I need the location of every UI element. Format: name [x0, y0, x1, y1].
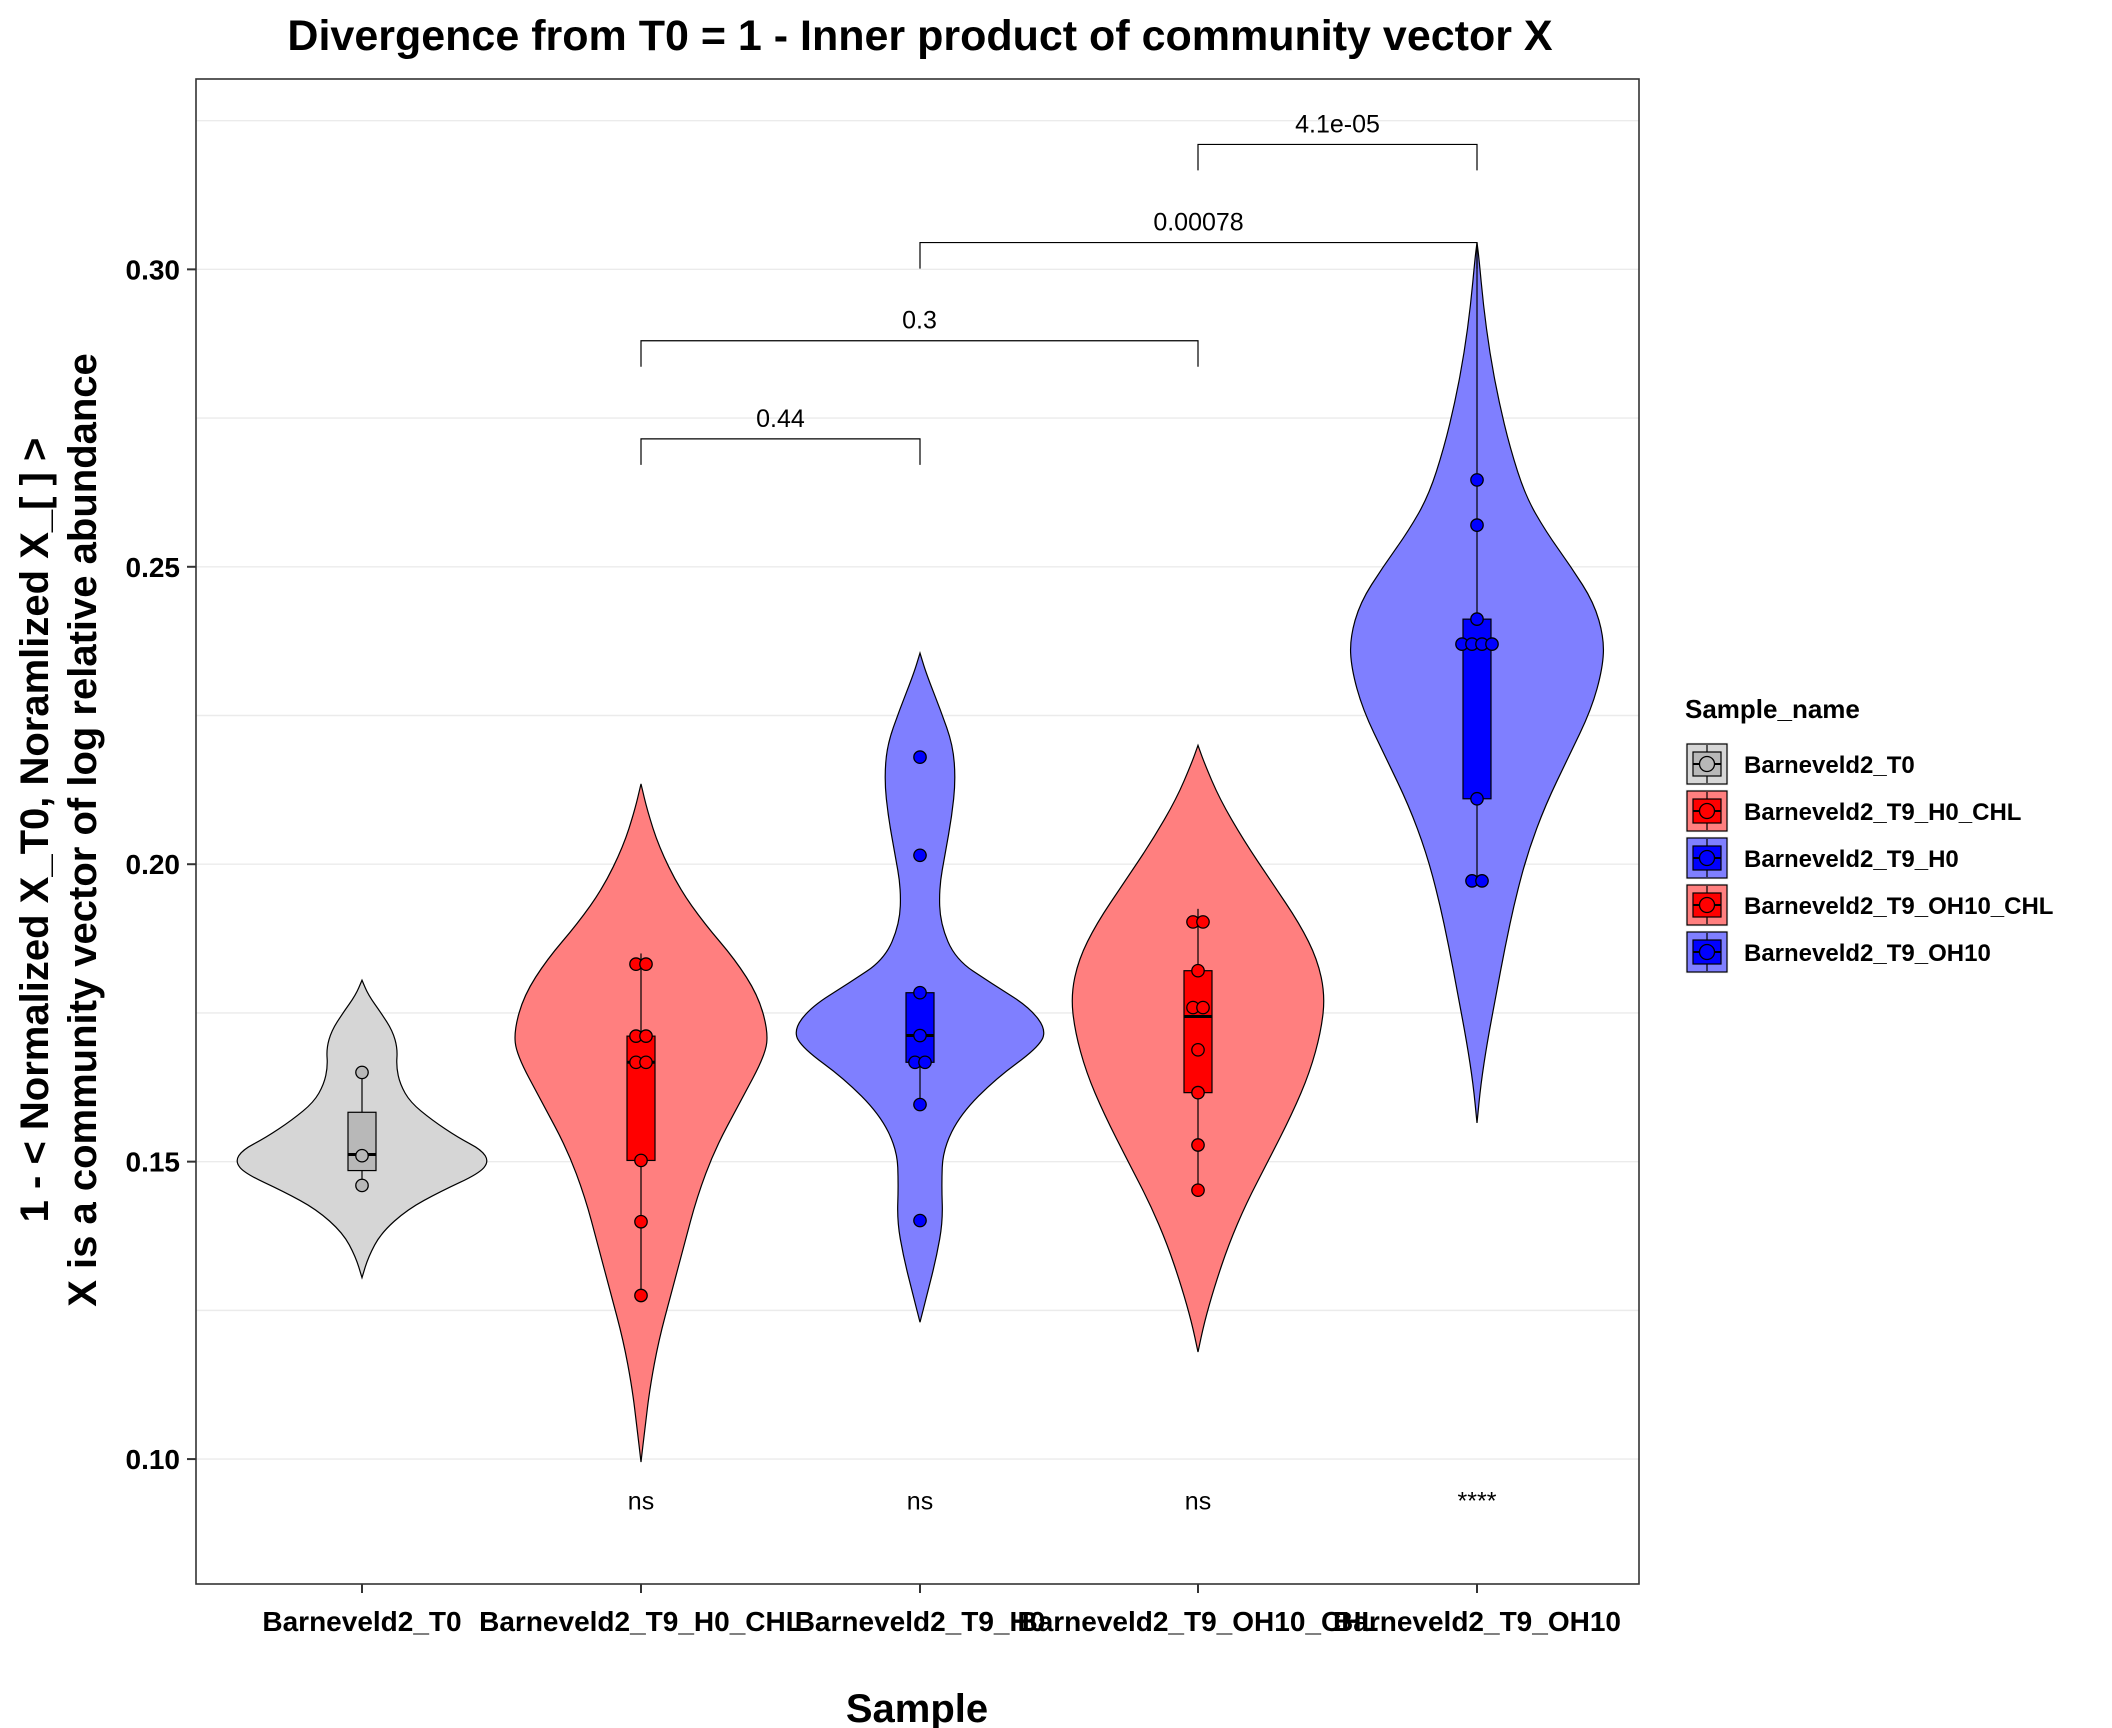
data-point — [639, 1055, 653, 1070]
data-point — [1485, 637, 1499, 651]
data-point — [355, 1178, 369, 1193]
chart-title: Divergence from T0 = 1 - Inner product o… — [287, 12, 1553, 60]
significance-label: ns — [628, 1488, 654, 1516]
x-axis-title: Sample — [846, 1687, 988, 1728]
legend-label: Barneveld2_T9_OH10_CHL — [1744, 893, 2053, 920]
legend-label: Barneveld2_T9_H0 — [1744, 846, 1959, 873]
plot-panel — [195, 78, 1640, 1585]
comparison-bracket — [640, 340, 1199, 367]
data-point — [1191, 1042, 1205, 1057]
comparison-brackets: 0.44 0.3 0.00078 4.1e-05 — [640, 110, 1478, 465]
legend-key-point — [1698, 802, 1716, 820]
data-point — [1470, 473, 1484, 487]
comparison-bracket — [1197, 143, 1478, 171]
y-tick-label: 0.25 — [126, 552, 181, 583]
data-point — [1191, 963, 1205, 978]
data-point — [913, 1213, 927, 1228]
box-Barneveld2_T9_OH10_CHL — [1183, 970, 1213, 1094]
significance-labels: ns ns ns **** — [628, 1488, 1497, 1516]
legend-label: Barneveld2_T0 — [1744, 752, 1915, 779]
legend-item: Barneveld2_T9_H0_CHL — [1684, 788, 2021, 834]
data-point — [639, 1029, 653, 1043]
y-axis: 0.10 0.15 0.20 0.25 0.30 — [126, 254, 196, 1475]
comparison-pvalue: 0.3 — [902, 307, 937, 335]
legend-item: Barneveld2_T9_OH10_CHL — [1684, 882, 2053, 928]
data-point — [1196, 915, 1210, 929]
legend-key-point — [1698, 755, 1716, 773]
data-point — [913, 750, 927, 764]
box-Barneveld2_T9_H0 — [905, 992, 935, 1063]
data-point — [1470, 518, 1484, 532]
box-Barneveld2_T9_H0_CHL — [626, 1035, 656, 1162]
y-tick-label: 0.30 — [126, 254, 181, 285]
comparison-bracket — [640, 438, 921, 465]
comparison-pvalue: 0.44 — [756, 405, 805, 433]
data-point — [355, 1148, 369, 1163]
data-point — [634, 1153, 648, 1168]
data-points — [355, 473, 1499, 1303]
legend-label: Barneveld2_T9_OH10 — [1744, 940, 1991, 967]
y-axis-title-line2: X is a community vector of log relative … — [61, 353, 105, 1307]
comparison-pvalue: 4.1e-05 — [1295, 110, 1380, 138]
data-point — [913, 1028, 927, 1043]
legend-title: Sample_name — [1685, 694, 1860, 724]
comparison-pvalue: 0.00078 — [1153, 209, 1243, 237]
data-point — [1191, 1085, 1205, 1100]
legend: Sample_name Barneveld2_T0 Barneveld2_T9_H… — [1684, 694, 2053, 975]
data-point — [1191, 1138, 1205, 1152]
data-point — [1470, 791, 1484, 806]
data-point — [1470, 612, 1484, 626]
legend-key-point — [1698, 849, 1716, 867]
y-tick-label: 0.10 — [126, 1444, 181, 1475]
data-point — [918, 1055, 932, 1070]
x-tick-label: Barneveld2_T0 — [262, 1606, 461, 1637]
legend-item: Barneveld2_T9_OH10 — [1684, 929, 1991, 975]
y-axis-title-line1: 1 - < Normalized X_T0, Noramlized X_[ ] … — [13, 438, 57, 1223]
data-point — [1475, 874, 1489, 888]
x-tick-label: Barneveld2_T9_H0_CHL — [479, 1606, 803, 1637]
data-point — [634, 1214, 648, 1229]
data-point — [1191, 1183, 1205, 1198]
data-point — [913, 985, 927, 1000]
legend-key-point — [1698, 896, 1716, 914]
data-point — [639, 957, 653, 972]
data-point — [355, 1065, 369, 1080]
x-tick-label: Barneveld2_T9_H0 — [795, 1606, 1046, 1637]
data-point — [634, 1288, 648, 1303]
significance-label: ns — [1185, 1488, 1211, 1516]
x-tick-label: Barneveld2_T9_OH10_CHL — [1017, 1606, 1378, 1637]
data-point — [913, 848, 927, 863]
x-axis: Barneveld2_T0 Barneveld2_T9_H0_CHLBarneve… — [262, 1584, 1621, 1637]
legend-label: Barneveld2_T9_H0_CHL — [1744, 799, 2021, 826]
data-point — [1196, 1000, 1210, 1015]
y-tick-label: 0.15 — [126, 1147, 181, 1178]
data-point — [913, 1097, 927, 1112]
legend-item: Barneveld2_T0 — [1684, 741, 1915, 787]
legend-item: Barneveld2_T9_H0 — [1684, 835, 1959, 881]
y-tick-label: 0.20 — [126, 849, 181, 880]
legend-key-point — [1698, 943, 1716, 961]
comparison-bracket — [919, 241, 1478, 269]
x-tick-label: Barneveld2_T9_OH10 — [1333, 1606, 1621, 1637]
significance-label: ns — [907, 1488, 933, 1516]
significance-label: **** — [1458, 1488, 1497, 1516]
